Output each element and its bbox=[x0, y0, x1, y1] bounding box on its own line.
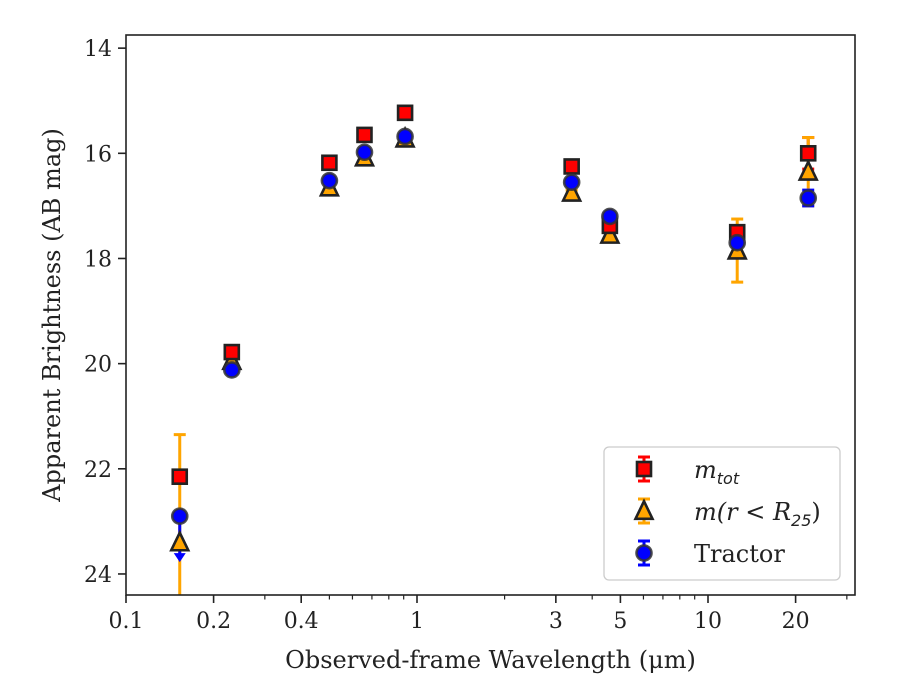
legend-marker bbox=[635, 460, 653, 478]
data-point bbox=[563, 158, 580, 175]
x-tick-label: 0.1 bbox=[109, 609, 144, 634]
data-point bbox=[797, 158, 819, 181]
data-point bbox=[356, 126, 373, 144]
x-tick-label: 1 bbox=[410, 609, 424, 634]
legend-entry-tractor: Tractor bbox=[635, 539, 785, 568]
data-point bbox=[320, 171, 339, 190]
plot-frame bbox=[125, 34, 856, 596]
data-point bbox=[321, 154, 338, 172]
data-point bbox=[396, 127, 414, 146]
data-point bbox=[223, 361, 241, 379]
x-tick-label: 20 bbox=[782, 609, 810, 634]
data-point bbox=[728, 233, 747, 252]
x-tick-label: 0.4 bbox=[284, 609, 319, 634]
legend-box bbox=[603, 446, 841, 581]
legend-marker bbox=[635, 544, 653, 562]
data-point bbox=[169, 529, 191, 552]
x-tick-label: 5 bbox=[613, 609, 627, 634]
x-tick-label: 0.2 bbox=[196, 609, 231, 634]
legend-label-end: ) bbox=[811, 498, 820, 526]
y-tick-label: 14 bbox=[84, 37, 112, 62]
data-point bbox=[170, 507, 189, 525]
y-tick-label: 24 bbox=[84, 563, 112, 588]
legend-label-subscript: tot bbox=[717, 469, 740, 488]
y-tick-label: 22 bbox=[84, 458, 112, 483]
data-point bbox=[561, 179, 583, 202]
x-tick-label: 10 bbox=[694, 609, 722, 634]
data-point bbox=[799, 145, 817, 162]
y-tick-label: 18 bbox=[84, 247, 112, 272]
data-point bbox=[355, 143, 374, 162]
data-point bbox=[223, 343, 241, 361]
data-point bbox=[396, 104, 414, 122]
legend-marker bbox=[633, 498, 655, 521]
y-tick-label: 20 bbox=[84, 353, 112, 378]
data-point bbox=[171, 468, 189, 485]
data-point bbox=[601, 207, 619, 226]
axes-layer: 0.1 0.2 0.4 1 3 5 10 20 14 16 18 20 22 24 bbox=[84, 34, 856, 634]
series-layer bbox=[169, 104, 819, 595]
x-tick-label: 3 bbox=[549, 609, 563, 634]
data-point bbox=[799, 189, 818, 207]
data-point bbox=[562, 173, 581, 192]
series-tractor-points bbox=[170, 127, 818, 525]
upper-limit-arrow bbox=[173, 553, 186, 563]
x-axis-label: Observed-frame Wavelength (μm) bbox=[285, 646, 696, 674]
legend-label-subscript: 25 bbox=[791, 511, 811, 530]
y-axis-label: Apparent Brightness (AB mag) bbox=[38, 128, 66, 503]
legend-label: Tractor bbox=[694, 540, 785, 568]
y-tick-label: 16 bbox=[84, 142, 112, 167]
